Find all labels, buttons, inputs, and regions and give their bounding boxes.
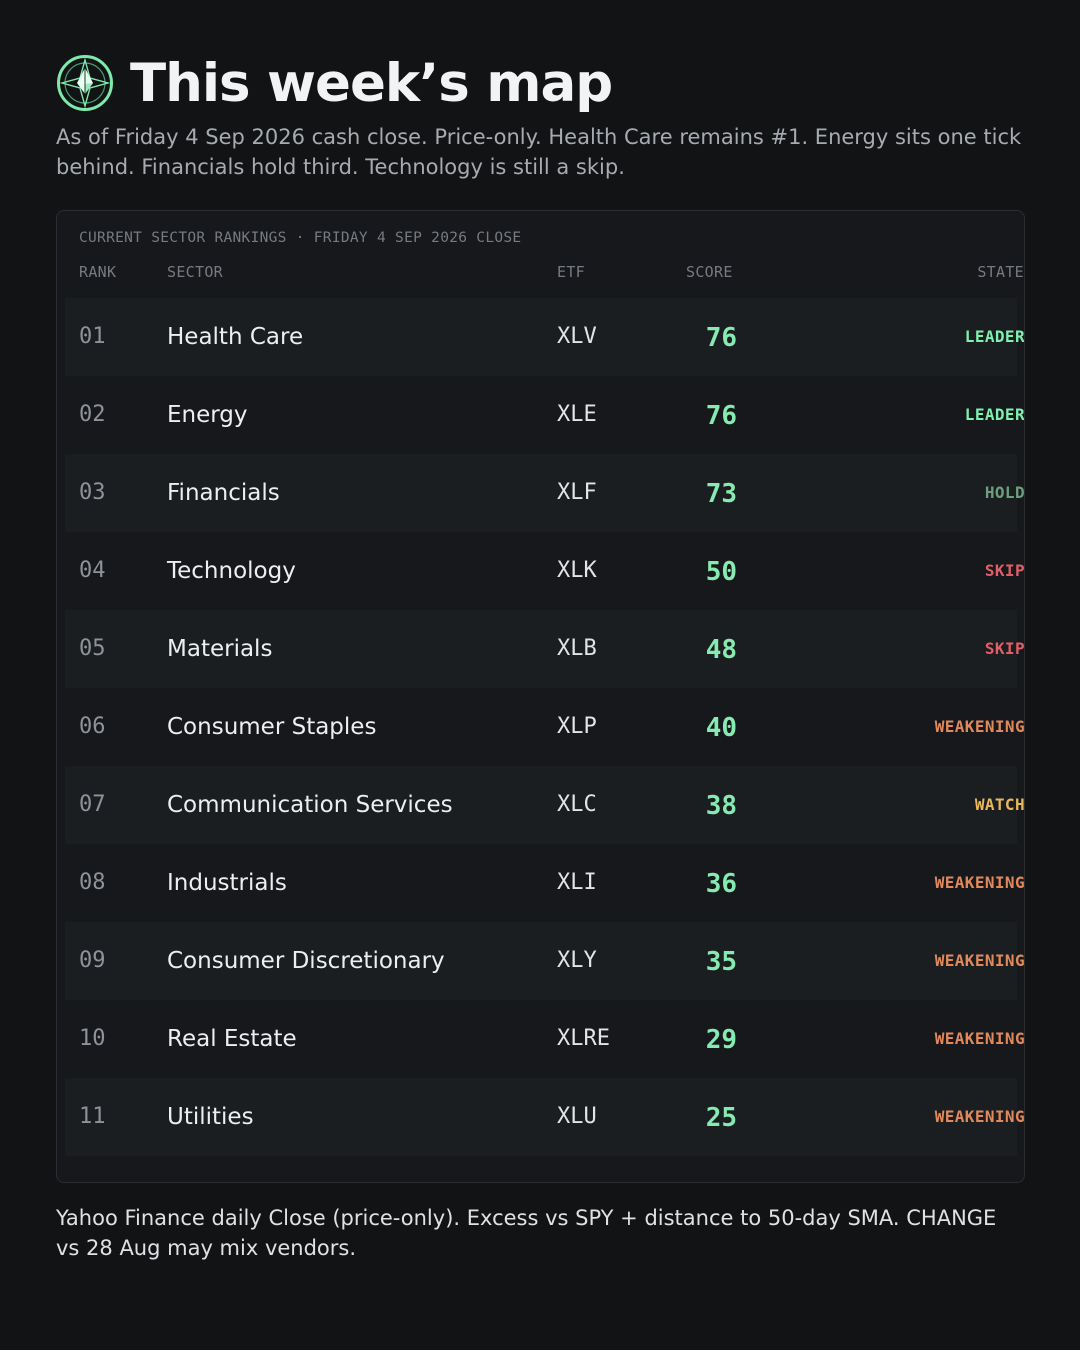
state-badge: LEADER	[964, 405, 1025, 424]
table-row: 02 Energy XLE 76 LEADER	[65, 376, 1024, 454]
etf-cell: XLY	[557, 948, 597, 973]
score-cell: 73	[705, 479, 737, 509]
state-badge: WEAKENING	[934, 1029, 1025, 1048]
page-title: This week’s map	[130, 52, 613, 114]
table-row: 06 Consumer Staples XLP 40 WEAKENING	[65, 688, 1024, 766]
etf-cell: XLK	[557, 558, 597, 583]
rank-cell: 07	[79, 792, 106, 817]
state-badge: SKIP	[984, 639, 1025, 658]
column-header-rank: RANK	[79, 263, 117, 281]
score-cell: 76	[705, 323, 737, 353]
column-header-sector: SECTOR	[167, 263, 223, 281]
rank-cell: 11	[79, 1104, 106, 1129]
table-row: 07 Communication Services XLC 38 WATCH	[65, 766, 1024, 844]
rank-cell: 06	[79, 714, 106, 739]
footer-note: Yahoo Finance daily Close (price-only). …	[56, 1206, 997, 1260]
table-row: 08 Industrials XLI 36 WEAKENING	[65, 844, 1024, 922]
etf-cell: XLB	[557, 636, 597, 661]
sector-cell: Technology	[167, 558, 296, 584]
column-header-etf: ETF	[557, 263, 585, 281]
table-row: 01 Health Care XLV 76 LEADER	[65, 298, 1024, 376]
score-cell: 50	[705, 557, 737, 587]
sector-cell: Consumer Staples	[167, 714, 377, 740]
etf-cell: XLV	[557, 324, 597, 349]
table-row: 04 Technology XLK 50 SKIP	[65, 532, 1024, 610]
column-header-state: STATE	[977, 263, 1024, 281]
sector-cell: Consumer Discretionary	[167, 948, 445, 974]
etf-cell: XLI	[557, 870, 597, 895]
column-headers: RANK SECTOR ETF SCORE STATE	[57, 263, 1024, 285]
score-cell: 29	[705, 1025, 737, 1055]
column-header-score: SCORE	[686, 263, 733, 281]
score-cell: 25	[705, 1103, 737, 1133]
rank-cell: 10	[79, 1026, 106, 1051]
table-row: 10 Real Estate XLRE 29 WEAKENING	[65, 1000, 1024, 1078]
title-row: This week’s map	[56, 48, 1026, 118]
table-row: 11 Utilities XLU 25 WEAKENING	[65, 1078, 1024, 1156]
table-row: 05 Materials XLB 48 SKIP	[65, 610, 1024, 688]
state-badge: HOLD	[984, 483, 1025, 502]
sector-cell: Communication Services	[167, 792, 453, 818]
page-header: This week’s map As of Friday 4 Sep 2026 …	[56, 48, 1026, 182]
state-badge: WEAKENING	[934, 1107, 1025, 1126]
sector-cell: Materials	[167, 636, 273, 662]
compass-target-icon	[57, 55, 113, 111]
etf-cell: XLC	[557, 792, 597, 817]
score-cell: 40	[705, 713, 737, 743]
sector-cell: Utilities	[167, 1104, 254, 1130]
state-badge: SKIP	[984, 561, 1025, 580]
sector-cell: Financials	[167, 480, 280, 506]
etf-cell: XLRE	[557, 1026, 610, 1051]
score-cell: 36	[705, 869, 737, 899]
rank-cell: 03	[79, 480, 106, 505]
rank-cell: 08	[79, 870, 106, 895]
sector-cell: Real Estate	[167, 1026, 297, 1052]
sector-cell: Industrials	[167, 870, 287, 896]
state-badge: WATCH	[974, 795, 1025, 814]
table-row: 09 Consumer Discretionary XLY 35 WEAKENING	[65, 922, 1024, 1000]
score-cell: 38	[705, 791, 737, 821]
state-badge: WEAKENING	[934, 951, 1025, 970]
score-cell: 76	[705, 401, 737, 431]
page-subtitle: As of Friday 4 Sep 2026 cash close. Pric…	[56, 125, 1022, 179]
state-badge: WEAKENING	[934, 717, 1025, 736]
score-cell: 48	[705, 635, 737, 665]
etf-cell: XLF	[557, 480, 597, 505]
state-badge: WEAKENING	[934, 873, 1025, 892]
sector-cell: Energy	[167, 402, 248, 428]
state-badge: LEADER	[964, 327, 1025, 346]
rank-cell: 09	[79, 948, 106, 973]
rankings-table-body: 01 Health Care XLV 76 LEADER 02 Energy XLE 76 LEA…	[65, 298, 1024, 1156]
rank-cell: 04	[79, 558, 106, 583]
rank-cell: 05	[79, 636, 106, 661]
rank-cell: 01	[79, 324, 106, 349]
score-cell: 35	[705, 947, 737, 977]
panel-caption: CURRENT SECTOR RANKINGS · FRIDAY 4 SEP 2…	[79, 230, 522, 246]
etf-cell: XLP	[557, 714, 597, 739]
sector-cell: Health Care	[167, 324, 304, 350]
rankings-panel: CURRENT SECTOR RANKINGS · FRIDAY 4 SEP 2…	[56, 210, 1025, 1183]
etf-cell: XLE	[557, 402, 597, 427]
etf-cell: XLU	[557, 1104, 597, 1129]
rank-cell: 02	[79, 402, 106, 427]
table-row: 03 Financials XLF 73 HOLD	[65, 454, 1024, 532]
